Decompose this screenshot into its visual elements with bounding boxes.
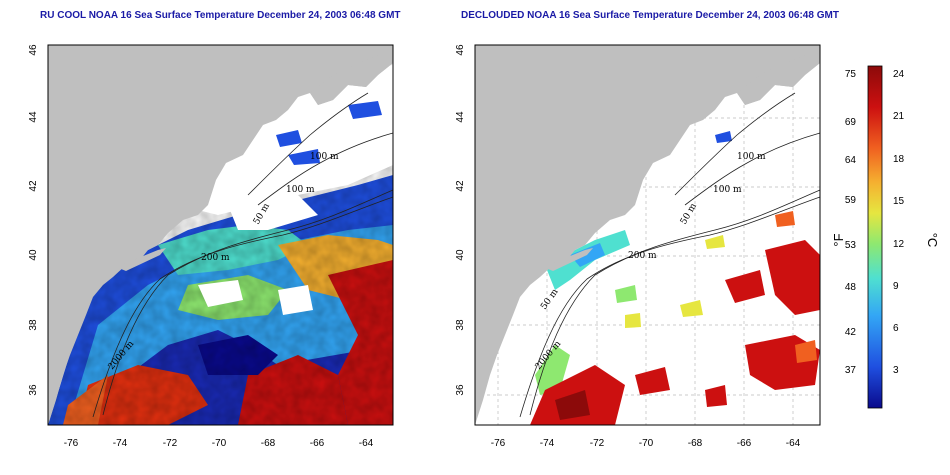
svg-text:40: 40 (455, 249, 466, 261)
svg-text:46: 46 (28, 44, 39, 56)
left-panel-title: RU COOL NOAA 16 Sea Surface Temperature … (40, 10, 401, 21)
svg-text:38: 38 (28, 319, 39, 331)
svg-text:21: 21 (893, 111, 905, 122)
celsius-unit-label: °C (925, 233, 940, 248)
svg-text:-72: -72 (163, 438, 178, 449)
svg-text:36: 36 (28, 384, 39, 396)
svg-text:12: 12 (893, 239, 905, 250)
svg-text:38: 38 (455, 319, 466, 331)
right-lat-axis: 36 38 40 42 44 46 (455, 44, 466, 396)
svg-text:100 m: 100 m (310, 152, 339, 162)
left-map: 100 m 100 m 50 m 200 m 2000 m (47, 44, 394, 426)
svg-text:44: 44 (28, 111, 39, 123)
svg-text:-66: -66 (737, 438, 752, 449)
right-bathymetry-contours (519, 92, 821, 418)
svg-text:6: 6 (893, 323, 899, 334)
svg-text:100 m: 100 m (737, 152, 766, 162)
svg-text:-68: -68 (688, 438, 703, 449)
svg-text:-64: -64 (359, 438, 374, 449)
colorbar: 75 69 64 59 53 48 42 37 24 21 18 15 12 9… (831, 65, 940, 409)
svg-text:42: 42 (845, 327, 857, 338)
svg-text:3: 3 (893, 365, 899, 376)
svg-text:200 m: 200 m (201, 253, 230, 263)
svg-text:37: 37 (845, 365, 857, 376)
svg-text:44: 44 (455, 111, 466, 123)
svg-text:-70: -70 (212, 438, 227, 449)
right-map: 100 m 100 m 50 m 200 m 50 m 2000 m (474, 44, 821, 426)
fahrenheit-unit-label: °F (831, 233, 846, 246)
right-panel-title: DECLOUDED NOAA 16 Sea Surface Temperatur… (461, 10, 839, 21)
svg-text:59: 59 (845, 195, 857, 206)
svg-text:75: 75 (845, 69, 857, 80)
svg-text:48: 48 (845, 282, 857, 293)
svg-text:53: 53 (845, 240, 857, 251)
svg-text:-76: -76 (64, 438, 79, 449)
svg-text:46: 46 (455, 44, 466, 56)
svg-text:40: 40 (28, 249, 39, 261)
svg-text:15: 15 (893, 196, 905, 207)
svg-text:9: 9 (893, 281, 899, 292)
svg-text:24: 24 (893, 69, 905, 80)
left-bathymetry-contours (92, 92, 394, 418)
svg-text:18: 18 (893, 154, 905, 165)
svg-text:-68: -68 (261, 438, 276, 449)
svg-text:200 m: 200 m (628, 251, 657, 261)
svg-text:42: 42 (455, 180, 466, 192)
right-sst-patches (530, 131, 820, 425)
svg-text:-70: -70 (639, 438, 654, 449)
svg-text:36: 36 (455, 384, 466, 396)
svg-text:-74: -74 (113, 438, 128, 449)
svg-text:-66: -66 (310, 438, 325, 449)
right-lon-axis: -76 -74 -72 -70 -68 -66 -64 (491, 438, 801, 449)
svg-text:-76: -76 (491, 438, 506, 449)
svg-text:100 m: 100 m (286, 185, 315, 195)
left-lon-axis: -76 -74 -72 -70 -68 -66 -64 (64, 438, 374, 449)
svg-text:-64: -64 (786, 438, 801, 449)
svg-text:100 m: 100 m (713, 185, 742, 195)
colorbar-celsius-ticks: 24 21 18 15 12 9 6 3 (893, 69, 905, 376)
colorbar-gradient (867, 65, 883, 409)
colorbar-fahrenheit-ticks: 75 69 64 59 53 48 42 37 (845, 69, 857, 376)
left-lat-axis: 36 38 40 42 44 46 (28, 44, 39, 396)
svg-text:69: 69 (845, 117, 857, 128)
svg-text:-72: -72 (590, 438, 605, 449)
svg-text:-74: -74 (540, 438, 555, 449)
svg-text:42: 42 (28, 180, 39, 192)
svg-text:64: 64 (845, 155, 857, 166)
